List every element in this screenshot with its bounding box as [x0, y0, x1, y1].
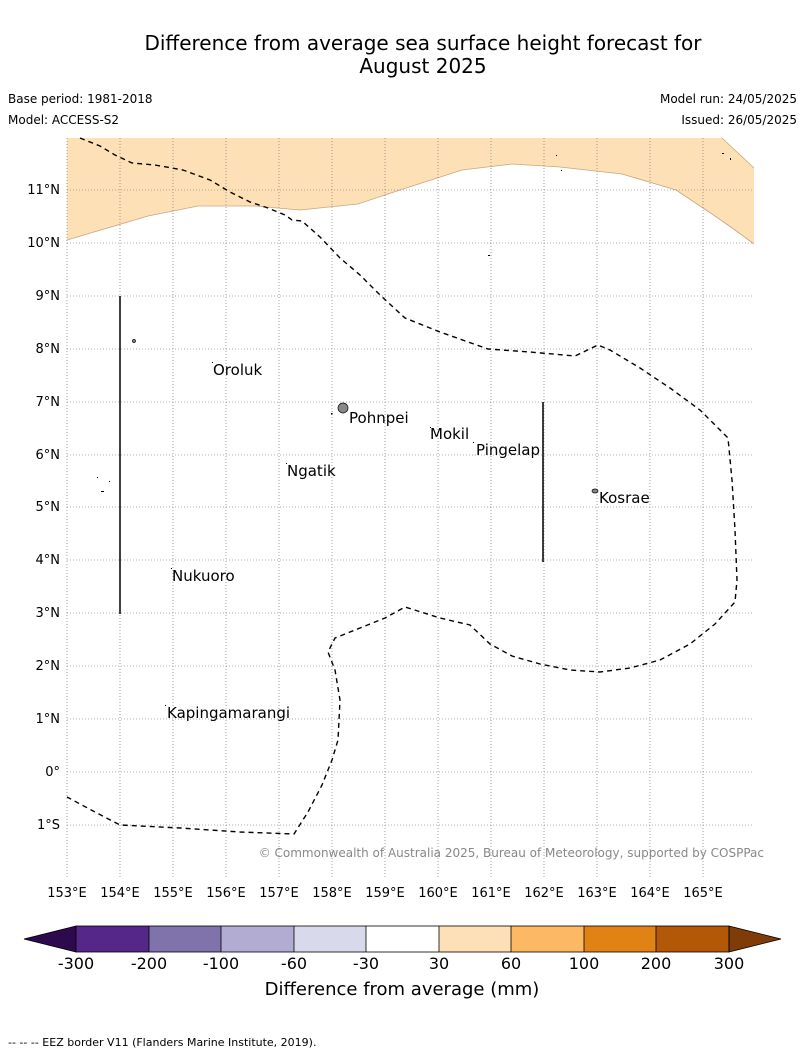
lat-label: 4°N: [36, 553, 61, 568]
lon-label: 159°E: [365, 886, 405, 901]
label-kosrae: Kosrae: [599, 489, 650, 507]
lat-label: 7°N: [36, 395, 61, 410]
eez-border-north: [66, 137, 738, 835]
anomaly-region-30-60: [67, 138, 754, 244]
lat-label: 1°S: [37, 818, 60, 833]
lat-label: 11°N: [27, 183, 60, 198]
islands: [132, 339, 599, 494]
colorbar-tick: 100: [569, 954, 600, 973]
colorbar-bin: [294, 926, 366, 952]
colorbar-bin: [149, 926, 221, 952]
lon-label: 155°E: [153, 886, 193, 901]
colorbar-tick: 300: [714, 954, 745, 973]
colorbar-bin: [366, 926, 439, 952]
island-pohnpei: [337, 402, 349, 414]
lat-label: 0°: [45, 765, 60, 780]
colorbar-tick: 200: [641, 954, 672, 973]
lat-label: 8°N: [36, 342, 61, 357]
lat-label: 5°N: [36, 500, 61, 515]
title-line-1: Difference from average sea surface heig…: [144, 31, 702, 55]
title-line-2: August 2025: [359, 54, 487, 78]
lon-label: 165°E: [683, 886, 723, 901]
lon-label: 160°E: [418, 886, 458, 901]
lon-label: 157°E: [259, 886, 299, 901]
lat-label: 1°N: [36, 712, 61, 727]
lat-label: 3°N: [36, 606, 61, 621]
colorbar-tick: 30: [429, 954, 449, 973]
label-pohnpei: Pohnpei: [349, 409, 409, 427]
model-run: Model run: 24/05/2025: [659, 92, 797, 106]
colorbar-bin: [221, 926, 294, 952]
lon-label: 161°E: [471, 886, 511, 901]
colorbar-tick: 60: [501, 954, 521, 973]
colorbar-tick: -200: [131, 954, 167, 973]
label-pingelap: Pingelap: [476, 441, 540, 459]
colorbar-tick: -60: [281, 954, 307, 973]
label-oroluk: Oroluk: [213, 361, 262, 379]
lat-label: 2°N: [36, 659, 61, 674]
label-kapingamarangi: Kapingamarangi: [167, 704, 290, 722]
label-nukuoro: Nukuoro: [172, 567, 235, 585]
longitude-labels: 153°E 154°E 155°E 156°E 157°E 158°E 159°…: [47, 886, 723, 901]
lon-label: 153°E: [47, 886, 87, 901]
colorbar-bin: [76, 926, 149, 952]
copyright-notice: © Commonwealth of Australia 2025, Bureau…: [259, 846, 764, 860]
colorbar-bin: [511, 926, 584, 952]
label-mokil: Mokil: [430, 425, 469, 443]
colorbar-tick: -300: [58, 954, 94, 973]
anomaly-contour-top-right: [721, 137, 755, 169]
colorbar-over-arrow: [728, 925, 782, 953]
island-west-islet: [132, 339, 136, 343]
lon-label: 162°E: [524, 886, 564, 901]
colorbar-title: Difference from average (mm): [265, 979, 540, 1000]
colorbar-tick: -100: [203, 954, 239, 973]
label-ngatik: Ngatik: [287, 462, 336, 480]
lon-label: 163°E: [577, 886, 617, 901]
model-name: Model: ACCESS-S2: [8, 113, 120, 127]
lat-label: 9°N: [36, 289, 61, 304]
grid-lines: [66, 138, 754, 878]
lat-label: 6°N: [36, 448, 61, 463]
colorbar-under-arrow: [23, 925, 77, 953]
colorbar-bin: [584, 926, 656, 952]
lon-label: 158°E: [312, 886, 352, 901]
island-kosrae: [591, 488, 599, 494]
colorbar-bin: [656, 926, 729, 952]
lon-label: 164°E: [630, 886, 670, 901]
lon-label: 156°E: [206, 886, 246, 901]
colorbar-tick: -30: [353, 954, 379, 973]
latitude-labels: 11°N 10°N 9°N 8°N 7°N 6°N 5°N 4°N 3°N 2°…: [27, 183, 60, 833]
chart-title: Difference from average sea surface heig…: [0, 32, 804, 78]
eez-footnote: -- -- -- EEZ border V11 (Flanders Marine…: [8, 1036, 317, 1049]
lon-label: 154°E: [100, 886, 140, 901]
colorbar-bin: [439, 926, 511, 952]
colorbar: -300 -200 -100 -60 -30 30 60 100 200 300…: [23, 925, 782, 1000]
small-islets: [97, 153, 731, 706]
lat-label: 10°N: [27, 236, 60, 251]
base-period: Base period: 1981-2018: [8, 92, 153, 106]
anomaly-contour: [66, 163, 755, 245]
issued-date: Issued: 26/05/2025: [681, 113, 797, 127]
